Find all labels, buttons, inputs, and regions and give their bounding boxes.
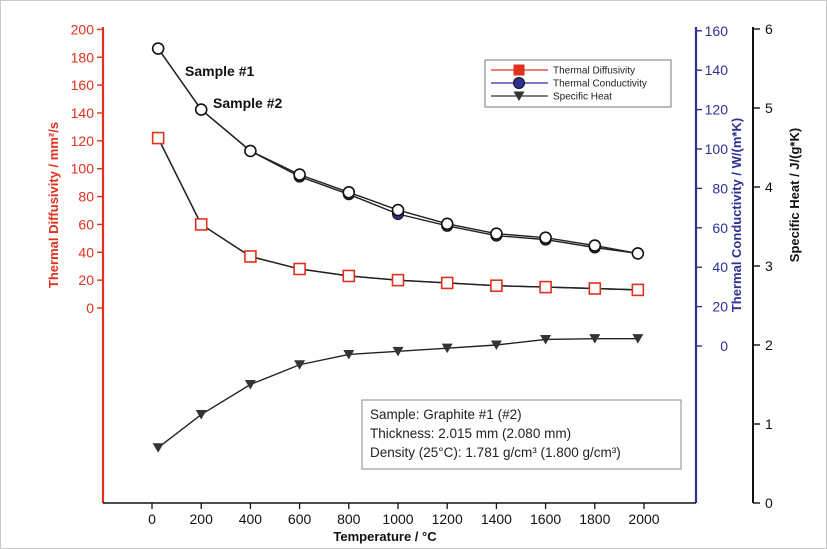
y-tick-label-specific-heat: 1 — [765, 416, 773, 432]
y-tick-label-specific-heat: 2 — [765, 337, 773, 353]
data-point — [440, 217, 454, 231]
series-specific-heat — [152, 334, 644, 453]
axes-group: 0 200 400 600 800 1000 1200 1400 1600 1800 2000020… — [71, 21, 773, 527]
y-axis-label-conductivity: Thermal Conductivity / W/(m*K) — [729, 118, 744, 312]
data-point — [293, 168, 306, 181]
legend-swatch-marker — [513, 91, 525, 101]
y-tick-label-conductivity: 0 — [720, 338, 728, 354]
data-point — [244, 380, 256, 390]
annotation-sample-2: Sample #2 — [213, 95, 282, 111]
data-point — [632, 334, 644, 344]
data-point — [440, 276, 454, 290]
series-sample-2-diffusivity — [151, 131, 645, 297]
data-point — [244, 250, 257, 263]
data-point — [392, 346, 404, 357]
x-tick-label: 1800 — [579, 511, 610, 527]
y-axis-label-diffusivity: Thermal Diffusivity / mm²/s — [46, 122, 61, 288]
x-axis-label: Temperature / °C — [333, 529, 437, 544]
y-tick-label-conductivity: 100 — [705, 141, 729, 157]
data-point — [588, 239, 602, 252]
x-tick-label: 1600 — [530, 511, 561, 527]
y-tick-label-conductivity: 120 — [705, 102, 729, 118]
data-point — [540, 334, 552, 345]
data-point — [342, 269, 356, 283]
series-sample-2-conductivity — [151, 42, 645, 260]
data-point — [195, 410, 207, 420]
y-tick-label-diffusivity: 0 — [86, 300, 94, 316]
info-box: Sample: Graphite #1 (#2) Thickness: 2.01… — [361, 399, 682, 470]
y-tick-label-conductivity: 140 — [705, 62, 729, 78]
info-line-thickness: Thickness: 2.015 mm (2.080 mm) — [370, 426, 571, 441]
x-tick-label: 200 — [190, 511, 214, 527]
data-point — [293, 262, 306, 276]
y-tick-label-diffusivity: 40 — [78, 244, 94, 260]
data-point — [342, 186, 356, 199]
x-tick-label: 0 — [148, 511, 156, 527]
data-point — [244, 144, 257, 158]
x-tick-label: 400 — [239, 511, 263, 527]
data-point — [441, 343, 453, 354]
info-line-sample: Sample: Graphite #1 (#2) — [370, 407, 522, 422]
y-tick-label-diffusivity: 80 — [78, 189, 94, 205]
data-point — [539, 231, 552, 244]
annotation-sample-1: Sample #1 — [185, 63, 254, 79]
plot-group — [151, 42, 645, 453]
data-point — [391, 273, 405, 287]
y-tick-label-specific-heat: 6 — [765, 21, 773, 37]
data-point — [391, 203, 405, 217]
info-box-frame — [361, 399, 682, 470]
y-tick-label-diffusivity: 140 — [71, 105, 95, 121]
legend: Thermal Diffusivity Thermal Conductivity S… — [484, 59, 672, 108]
y-tick-label-conductivity: 20 — [712, 299, 728, 315]
data-point — [343, 349, 355, 360]
y-tick-label-conductivity: 80 — [712, 180, 728, 196]
legend-label: Thermal Conductivity — [553, 79, 647, 90]
info-line-density: Density (25°C): 1.781 g/cm³ (1.800 g/cm³… — [370, 445, 621, 460]
data-point — [490, 227, 503, 241]
legend-items: Thermal Diffusivity Thermal Conductivity S… — [491, 64, 647, 103]
legend-label: Thermal Diffusivity — [553, 66, 635, 77]
x-tick-label: 1200 — [432, 511, 463, 527]
legend-label: Specific Heat — [553, 92, 612, 103]
data-point — [589, 334, 601, 344]
y-axis-label-specific-heat: Specific Heat / J/(g*K) — [787, 128, 802, 262]
x-tick-label: 1400 — [481, 511, 512, 527]
y-tick-label-diffusivity: 60 — [78, 216, 94, 232]
x-tick-label: 600 — [288, 511, 312, 527]
y-tick-label-diffusivity: 180 — [71, 49, 95, 65]
y-tick-label-specific-heat: 0 — [765, 495, 773, 511]
y-tick-label-specific-heat: 4 — [765, 179, 773, 195]
data-point — [490, 340, 502, 350]
y-tick-label-diffusivity: 100 — [71, 161, 95, 177]
legend-swatch-marker — [513, 64, 525, 76]
y-tick-label-diffusivity: 200 — [71, 21, 95, 37]
x-tick-label: 2000 — [628, 511, 659, 527]
y-tick-label-specific-heat: 3 — [765, 258, 773, 274]
data-point — [294, 360, 306, 370]
legend-swatch-marker — [513, 77, 525, 89]
data-point — [631, 247, 645, 260]
y-tick-label-specific-heat: 5 — [765, 100, 773, 116]
y-tick-label-diffusivity: 20 — [78, 272, 94, 288]
y-tick-label-conductivity: 60 — [712, 220, 728, 236]
data-point — [151, 131, 165, 145]
data-point — [194, 218, 208, 231]
data-point — [539, 280, 552, 294]
y-tick-label-conductivity: 40 — [712, 259, 728, 275]
x-tick-label: 800 — [337, 511, 361, 527]
data-point — [490, 279, 503, 293]
data-point — [631, 283, 645, 297]
data-point — [194, 103, 208, 116]
data-point — [151, 42, 165, 55]
data-point — [152, 443, 164, 453]
x-tick-label: 1000 — [382, 511, 413, 527]
data-point — [588, 282, 602, 295]
y-tick-label-diffusivity: 160 — [71, 77, 95, 93]
y-tick-label-conductivity: 160 — [705, 23, 729, 39]
y-tick-label-diffusivity: 120 — [71, 133, 95, 149]
